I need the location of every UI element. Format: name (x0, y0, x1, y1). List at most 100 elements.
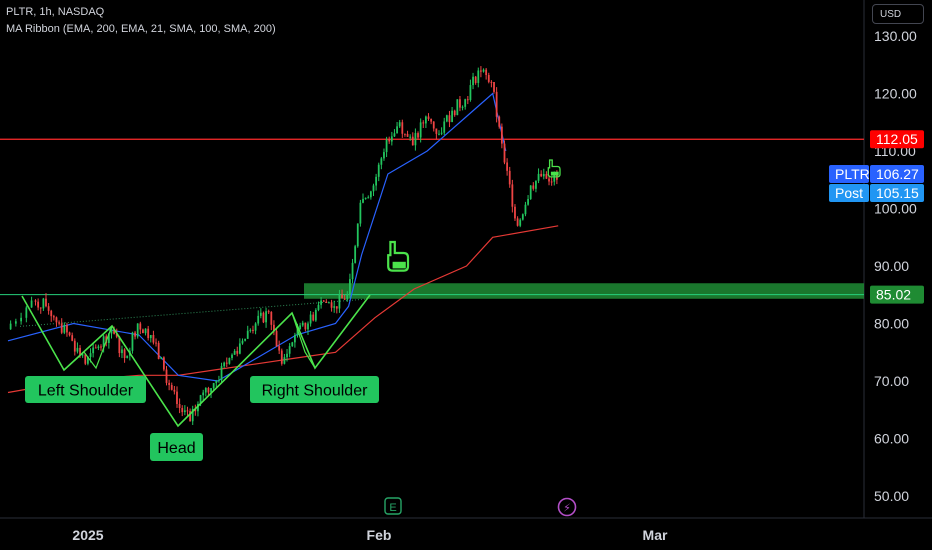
candle[interactable] (123, 348, 126, 363)
candle[interactable] (356, 223, 359, 248)
candle[interactable] (487, 72, 490, 84)
candle[interactable] (424, 115, 427, 129)
candle[interactable] (383, 148, 385, 161)
candle[interactable] (225, 357, 228, 368)
candle[interactable] (37, 298, 40, 311)
time-axis[interactable]: 2025 Feb Mar (72, 527, 668, 543)
candle[interactable] (63, 322, 66, 335)
candle[interactable] (341, 289, 343, 299)
candle[interactable] (503, 140, 506, 165)
candle[interactable] (286, 349, 288, 362)
candle[interactable] (445, 114, 448, 123)
candle[interactable] (173, 386, 176, 395)
pltr-symbol-badge[interactable]: PLTR (829, 165, 870, 183)
candle[interactable] (333, 300, 336, 313)
candle[interactable] (330, 299, 333, 312)
candle[interactable] (550, 176, 553, 186)
candle[interactable] (495, 87, 498, 123)
candle[interactable] (537, 168, 540, 184)
candle[interactable] (427, 113, 430, 121)
candle[interactable] (516, 216, 519, 227)
candle[interactable] (453, 109, 456, 117)
candle[interactable] (380, 156, 383, 170)
post-symbol-badge[interactable]: Post (829, 184, 869, 202)
candle[interactable] (393, 129, 396, 137)
candle[interactable] (511, 179, 514, 213)
candle[interactable] (369, 190, 372, 200)
price-axis[interactable]: 50.0060.0070.0080.0090.00100.00110.00120… (874, 28, 917, 504)
candle[interactable] (521, 213, 524, 221)
candle[interactable] (181, 405, 184, 417)
candle[interactable] (52, 314, 55, 321)
candle[interactable] (84, 352, 87, 366)
candle[interactable] (364, 197, 367, 200)
candle[interactable] (354, 244, 357, 264)
candle[interactable] (76, 342, 79, 354)
candle[interactable] (66, 322, 68, 337)
candle[interactable] (45, 293, 47, 308)
candle[interactable] (362, 193, 364, 204)
candle[interactable] (359, 199, 362, 227)
candle[interactable] (514, 204, 516, 221)
candle[interactable] (335, 306, 338, 314)
candle[interactable] (414, 128, 417, 151)
candle[interactable] (215, 379, 218, 387)
candle[interactable] (223, 361, 226, 369)
candle[interactable] (176, 386, 178, 408)
candle[interactable] (204, 387, 207, 397)
candle[interactable] (320, 297, 322, 309)
candle[interactable] (477, 67, 480, 88)
candle[interactable] (524, 201, 527, 217)
candle[interactable] (244, 338, 247, 342)
candle[interactable] (212, 382, 215, 391)
candle[interactable] (265, 307, 267, 328)
candle[interactable] (20, 312, 22, 325)
candle[interactable] (328, 301, 330, 304)
support-zone[interactable] (304, 283, 864, 299)
candle[interactable] (168, 379, 171, 391)
hand-pointer-icon[interactable] (547, 159, 561, 178)
candle[interactable] (451, 106, 453, 123)
candle[interactable] (147, 325, 150, 341)
candle[interactable] (267, 309, 270, 315)
candle[interactable] (280, 348, 283, 366)
candle[interactable] (275, 327, 278, 347)
candle[interactable] (406, 130, 409, 137)
resistance-price-badge[interactable]: 112.05 (870, 130, 924, 149)
candle[interactable] (493, 81, 495, 94)
currency-button[interactable]: USD (872, 4, 924, 24)
candle[interactable] (461, 105, 464, 111)
candle[interactable] (480, 66, 482, 78)
candle[interactable] (422, 120, 425, 128)
candle[interactable] (231, 353, 233, 361)
candle[interactable] (490, 80, 493, 88)
candle[interactable] (343, 294, 346, 301)
candle[interactable] (60, 318, 63, 335)
candle[interactable] (291, 341, 294, 347)
candle[interactable] (535, 180, 537, 193)
candle[interactable] (14, 318, 17, 327)
candle[interactable] (351, 258, 354, 284)
candle[interactable] (191, 405, 194, 426)
candle[interactable] (144, 328, 147, 336)
candle[interactable] (273, 320, 275, 336)
candle[interactable] (307, 321, 309, 335)
candle[interactable] (162, 356, 165, 372)
candle[interactable] (233, 349, 236, 355)
candle[interactable] (312, 311, 315, 322)
left-shoulder-label[interactable]: Left Shoulder (25, 376, 146, 403)
candle[interactable] (194, 404, 197, 416)
candle[interactable] (385, 136, 388, 158)
candle[interactable] (202, 389, 205, 401)
candle[interactable] (325, 299, 328, 303)
earnings-icon[interactable]: E (384, 497, 402, 515)
lightning-icon[interactable]: ⚡ (557, 497, 577, 517)
candle[interactable] (482, 68, 485, 73)
candle[interactable] (94, 344, 97, 349)
candle[interactable] (92, 342, 95, 358)
candle[interactable] (293, 332, 296, 348)
candle[interactable] (50, 309, 53, 322)
candle[interactable] (207, 386, 210, 396)
candle[interactable] (301, 320, 304, 327)
